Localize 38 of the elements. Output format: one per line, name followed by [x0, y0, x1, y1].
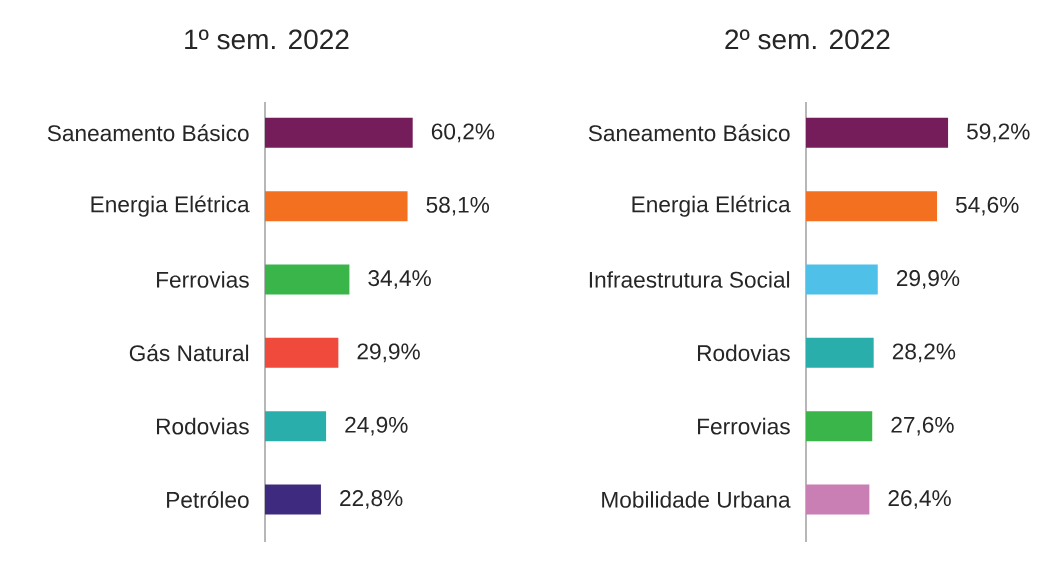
bar: [806, 264, 878, 295]
bar: [265, 411, 327, 442]
y-tick-label: Gás Natural: [129, 344, 249, 362]
data-label: 27,6%: [891, 416, 954, 436]
y-tick-label: Rodovias: [697, 344, 790, 362]
data-label: 22,8%: [340, 490, 403, 509]
bar: [265, 337, 339, 368]
bar: [806, 484, 870, 515]
y-tick-label: Energia Elétrica: [91, 195, 250, 217]
data-label: 60,2%: [431, 123, 495, 143]
y-tick-label: Saneamento Básico: [47, 124, 249, 142]
y-tick-label: Ferrovias: [698, 417, 790, 435]
data-label: 59,2%: [967, 123, 1030, 143]
y-tick-label: Infraestrutura Social: [589, 271, 790, 288]
bar: [806, 411, 873, 442]
data-label: 34,4%: [368, 270, 431, 289]
y-tick-label: Ferrovias: [157, 271, 249, 288]
data-label: 54,6%: [955, 196, 1019, 216]
bar: [265, 117, 413, 148]
bar: [265, 191, 408, 222]
bar: [806, 191, 938, 222]
data-label: 26,4%: [888, 490, 951, 509]
data-label: 24,9%: [345, 416, 408, 436]
y-tick-label: Rodovias: [156, 417, 249, 435]
chart-title: 1º sem. 2022: [185, 29, 349, 50]
y-tick-label: Mobilidade Urbana: [602, 491, 791, 508]
data-label: 58,1%: [426, 196, 490, 216]
chart-title: 2º sem. 2022: [725, 29, 890, 50]
data-label: 29,9%: [357, 343, 420, 363]
y-tick-label: Energia Elétrica: [632, 195, 791, 217]
y-tick-label: Petróleo: [167, 491, 249, 508]
data-label: 28,2%: [892, 343, 956, 363]
bar: [806, 117, 949, 148]
y-tick-label: Saneamento Básico: [588, 124, 790, 142]
data-label: 29,9%: [896, 270, 960, 289]
bar: [265, 484, 321, 515]
bar: [265, 264, 350, 295]
bar: [806, 337, 874, 368]
